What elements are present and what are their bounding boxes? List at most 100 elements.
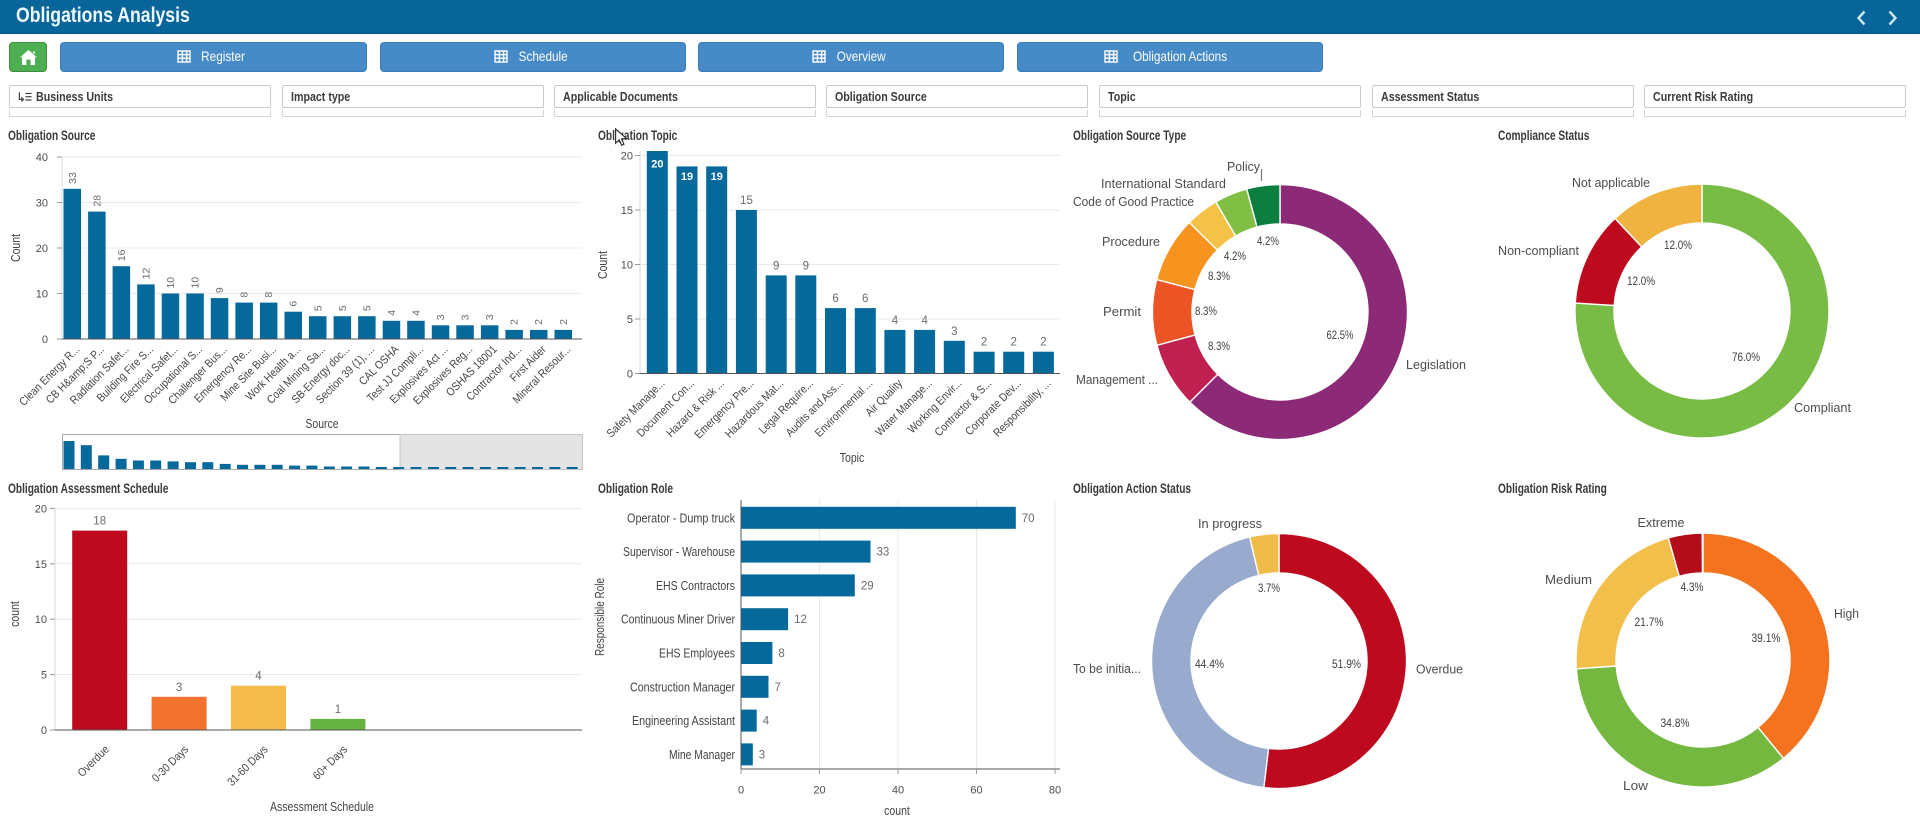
svg-text:12.0%: 12.0% — [1627, 274, 1655, 288]
svg-text:4.3%: 4.3% — [1681, 580, 1704, 594]
svg-text:6: 6 — [832, 293, 838, 305]
svg-text:4.2%: 4.2% — [1257, 234, 1279, 248]
svg-text:8.3%: 8.3% — [1208, 339, 1230, 353]
svg-text:12: 12 — [140, 268, 152, 280]
svg-text:33: 33 — [877, 547, 890, 559]
svg-text:20: 20 — [35, 503, 47, 515]
svg-text:20: 20 — [36, 243, 48, 255]
svg-text:10: 10 — [165, 277, 177, 289]
svg-text:Overdue: Overdue — [76, 744, 112, 780]
svg-text:Engineering Assistant: Engineering Assistant — [632, 714, 735, 728]
svg-text:3: 3 — [951, 326, 957, 338]
svg-text:3.7%: 3.7% — [1258, 581, 1280, 595]
svg-text:0: 0 — [42, 334, 48, 346]
svg-text:Continuous Miner Driver: Continuous Miner Driver — [621, 613, 735, 627]
svg-text:Topic: Topic — [840, 451, 865, 465]
svg-text:15: 15 — [35, 559, 47, 571]
svg-text:7: 7 — [774, 682, 780, 694]
svg-text:Responsible Role: Responsible Role — [593, 578, 607, 656]
svg-text:9: 9 — [773, 260, 779, 272]
svg-text:62.5%: 62.5% — [1327, 328, 1354, 342]
svg-text:28: 28 — [91, 195, 103, 207]
svg-text:39.1%: 39.1% — [1752, 631, 1781, 645]
svg-text:4: 4 — [892, 315, 899, 327]
svg-text:70: 70 — [1022, 513, 1035, 525]
svg-text:2: 2 — [533, 319, 545, 325]
svg-text:20: 20 — [621, 151, 633, 163]
svg-text:18: 18 — [93, 516, 106, 528]
svg-text:Code of Good Practice: Code of Good Practice — [1073, 194, 1194, 209]
svg-text:2: 2 — [1040, 337, 1046, 349]
svg-text:Low: Low — [1623, 778, 1649, 793]
svg-text:20: 20 — [651, 159, 663, 171]
svg-text:Construction Manager: Construction Manager — [630, 680, 735, 694]
svg-text:3: 3 — [484, 314, 496, 320]
svg-text:40: 40 — [892, 785, 904, 797]
svg-text:Assessment Schedule: Assessment Schedule — [270, 800, 374, 814]
svg-text:In progress: In progress — [1198, 516, 1262, 531]
svg-text:5: 5 — [627, 314, 633, 326]
svg-text:Count: Count — [9, 234, 23, 262]
svg-text:2: 2 — [509, 319, 521, 325]
svg-text:Compliant: Compliant — [1794, 400, 1851, 415]
svg-text:10: 10 — [35, 614, 47, 626]
svg-text:20: 20 — [813, 785, 825, 797]
svg-text:6: 6 — [862, 293, 868, 305]
svg-text:EHS Contractors: EHS Contractors — [656, 579, 735, 593]
svg-text:0: 0 — [41, 725, 47, 737]
svg-text:0: 0 — [738, 785, 744, 797]
svg-text:10: 10 — [621, 260, 633, 272]
svg-text:40: 40 — [36, 152, 48, 164]
svg-text:1: 1 — [335, 704, 341, 716]
svg-text:International Standard: International Standard — [1101, 176, 1226, 191]
svg-text:31-60 Days: 31-60 Days — [226, 743, 271, 788]
svg-text:Overdue: Overdue — [1416, 662, 1463, 677]
svg-text:Operator - Dump truck: Operator - Dump truck — [627, 511, 736, 525]
svg-text:8: 8 — [778, 648, 784, 660]
svg-text:Count: Count — [596, 251, 610, 279]
svg-text:15: 15 — [740, 195, 753, 207]
svg-text:Policy: Policy — [1227, 159, 1260, 174]
svg-text:10: 10 — [36, 289, 48, 301]
svg-text:4: 4 — [411, 310, 423, 316]
svg-text:3: 3 — [460, 314, 472, 320]
svg-text:Not applicable: Not applicable — [1572, 175, 1650, 190]
svg-text:3: 3 — [435, 314, 447, 320]
svg-text:12.0%: 12.0% — [1664, 238, 1692, 252]
svg-text:2: 2 — [1011, 337, 1017, 349]
svg-text:76.0%: 76.0% — [1732, 350, 1760, 364]
svg-text:4: 4 — [921, 315, 928, 327]
svg-text:5: 5 — [41, 670, 47, 682]
svg-text:51.9%: 51.9% — [1332, 657, 1361, 671]
svg-text:EHS Employees: EHS Employees — [659, 647, 735, 661]
svg-text:3: 3 — [759, 749, 765, 761]
svg-text:2: 2 — [558, 319, 570, 325]
svg-text:16: 16 — [116, 249, 128, 261]
svg-text:Extreme: Extreme — [1638, 515, 1685, 530]
svg-text:Procedure: Procedure — [1102, 234, 1160, 249]
svg-text:8.3%: 8.3% — [1195, 304, 1217, 318]
svg-text:Medium: Medium — [1545, 572, 1592, 587]
svg-text:19: 19 — [681, 171, 693, 183]
svg-text:8.3%: 8.3% — [1208, 269, 1230, 283]
svg-text:count: count — [8, 601, 22, 627]
svg-text:12: 12 — [794, 614, 807, 626]
svg-text:count: count — [884, 804, 910, 818]
svg-text:60: 60 — [970, 785, 982, 797]
svg-text:5: 5 — [361, 305, 373, 311]
svg-text:60+ Days: 60+ Days — [311, 743, 350, 782]
svg-text:4: 4 — [255, 671, 262, 683]
svg-text:9: 9 — [803, 260, 809, 272]
svg-text:Source: Source — [305, 417, 338, 431]
svg-text:30: 30 — [36, 198, 48, 210]
svg-text:Mine Manager: Mine Manager — [669, 748, 735, 762]
svg-text:Legislation: Legislation — [1406, 357, 1466, 372]
svg-text:0: 0 — [627, 369, 633, 381]
svg-text:8: 8 — [239, 292, 251, 298]
svg-text:80: 80 — [1049, 785, 1061, 797]
svg-text:High: High — [1834, 606, 1859, 621]
svg-text:2: 2 — [981, 337, 987, 349]
svg-text:8: 8 — [263, 292, 275, 298]
svg-text:5: 5 — [312, 305, 324, 311]
svg-text:19: 19 — [711, 171, 723, 183]
